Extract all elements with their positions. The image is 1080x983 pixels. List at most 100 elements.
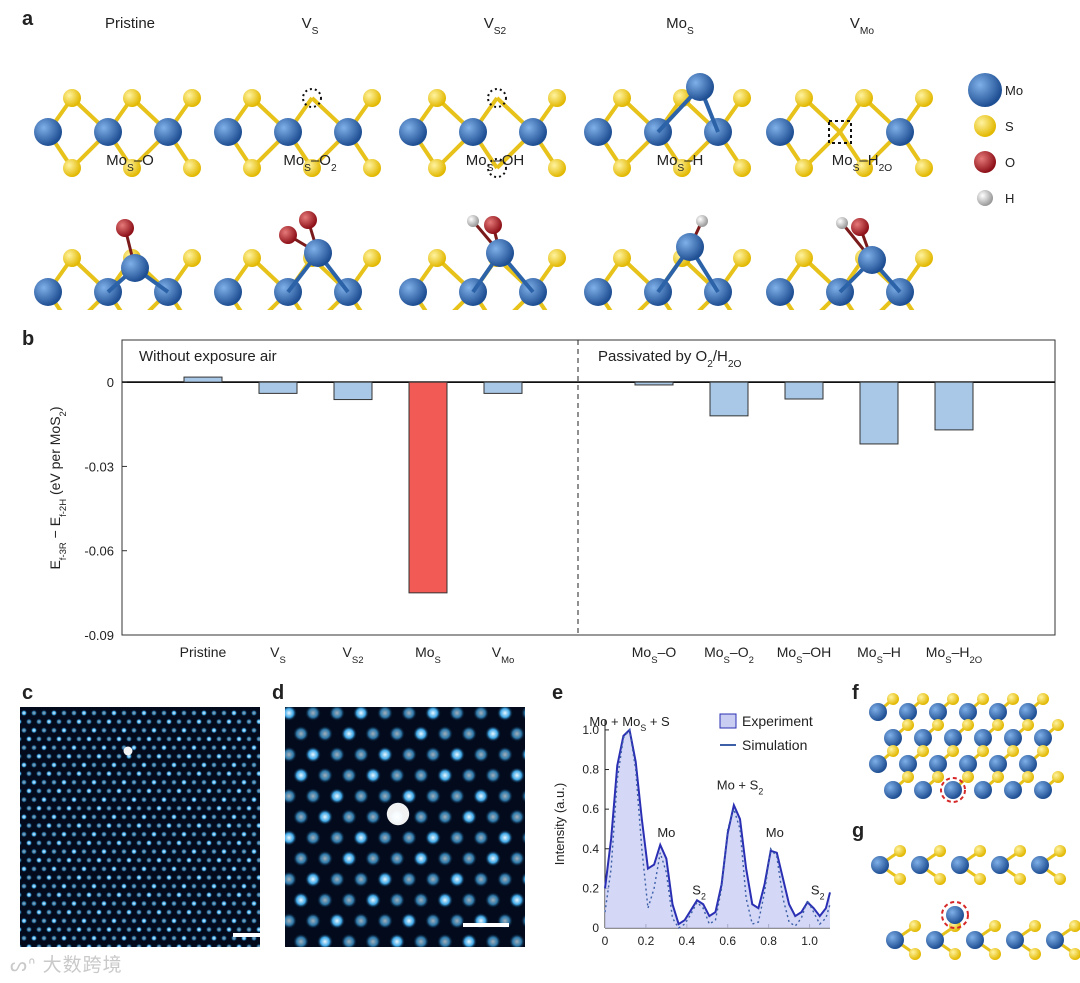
atom-column — [341, 933, 357, 947]
atom-column — [130, 796, 138, 803]
atom-column — [235, 891, 243, 899]
atom-column — [115, 908, 123, 916]
atom-column — [353, 829, 369, 846]
molybdenum-atom — [959, 755, 977, 773]
atom-column — [115, 943, 123, 947]
atom-column — [127, 707, 131, 708]
atom-column — [70, 917, 78, 925]
atom-column — [220, 900, 228, 907]
atom-column — [80, 761, 88, 769]
panel-b-label: b — [22, 328, 35, 350]
atom-column — [35, 943, 43, 947]
sulfur-atom — [855, 159, 873, 177]
atom-column — [165, 908, 173, 916]
atom-column — [37, 707, 41, 708]
atom-column — [247, 707, 251, 708]
atom-column — [80, 865, 88, 873]
sulfur-atom — [733, 159, 751, 177]
atom-column — [150, 917, 158, 925]
atom-column — [389, 725, 405, 742]
atom-column — [20, 753, 23, 760]
structure-label: MoS–OH — [466, 152, 524, 174]
molybdenum-atom — [1046, 931, 1064, 949]
atom-column — [175, 735, 183, 743]
atom-column — [305, 871, 321, 888]
atom-column — [30, 709, 38, 717]
atom-column — [40, 779, 48, 786]
atom-column — [170, 900, 178, 907]
atom-column — [200, 831, 208, 838]
atom-column — [377, 788, 393, 805]
x-tick-label: MoS–H2O — [926, 644, 982, 666]
atom-column — [115, 822, 123, 829]
atom-column — [25, 908, 33, 916]
atom-column — [250, 917, 258, 925]
atom-column — [230, 900, 238, 907]
structure-3 — [584, 73, 751, 177]
atom-column — [135, 770, 143, 777]
atom-column — [20, 900, 28, 907]
atom-column — [200, 900, 208, 907]
sulfur-atom — [989, 948, 1001, 960]
sulfur-atom — [795, 89, 813, 107]
atom-column — [125, 787, 133, 795]
atom-column — [145, 753, 153, 760]
atom-column — [90, 917, 98, 925]
atom-column — [200, 917, 208, 925]
atom-column — [250, 709, 258, 717]
atom-column — [95, 770, 103, 777]
atom-column — [285, 746, 297, 763]
sulfur-atom — [363, 249, 381, 267]
atom-column — [160, 883, 168, 890]
atom-column — [210, 934, 218, 942]
atom-column — [425, 746, 441, 763]
atom-column — [80, 848, 88, 855]
structure-4 — [766, 89, 933, 177]
atom-column — [329, 912, 345, 929]
sulfur-atom — [243, 89, 261, 107]
molybdenum-atom — [974, 781, 992, 799]
atom-column — [200, 744, 208, 751]
experiment-line — [604, 727, 831, 926]
molybdenum-atom — [214, 118, 242, 146]
atom-column — [60, 796, 68, 803]
atom-column — [509, 808, 525, 825]
atom-column — [55, 839, 63, 847]
atom-column — [185, 805, 193, 812]
molybdenum-atom — [974, 729, 992, 747]
atom-column — [227, 707, 231, 708]
atom-column — [293, 725, 309, 742]
atom-column — [190, 934, 198, 942]
atom-column — [509, 850, 525, 867]
atom-column — [245, 943, 253, 947]
atom-column — [225, 735, 233, 743]
atom-column — [135, 718, 143, 725]
atom-column — [115, 735, 123, 743]
atom-column — [190, 761, 198, 769]
atom-column — [353, 912, 369, 929]
atom-column — [30, 796, 38, 803]
atom-column — [125, 891, 133, 899]
atom-column — [130, 709, 138, 717]
atom-column — [240, 796, 248, 803]
atom-column — [195, 770, 203, 777]
structure-7 — [399, 215, 566, 310]
atom-column — [485, 850, 501, 867]
atom-column — [377, 707, 393, 721]
molybdenum-atom — [989, 755, 1007, 773]
atom-column — [195, 943, 203, 947]
atom-column — [160, 934, 168, 942]
atom-column — [120, 796, 128, 803]
atom-column — [135, 891, 143, 899]
atom-column — [45, 908, 53, 916]
atom-column — [225, 857, 233, 864]
atom-column — [105, 874, 113, 881]
atom-column — [190, 883, 198, 890]
atom-column — [55, 770, 63, 777]
atom-column — [210, 709, 218, 717]
sulfur-atom — [947, 693, 959, 705]
atom-column — [255, 908, 260, 916]
atom-column — [170, 917, 178, 925]
atom-column — [235, 805, 243, 812]
atom-column — [377, 829, 393, 846]
